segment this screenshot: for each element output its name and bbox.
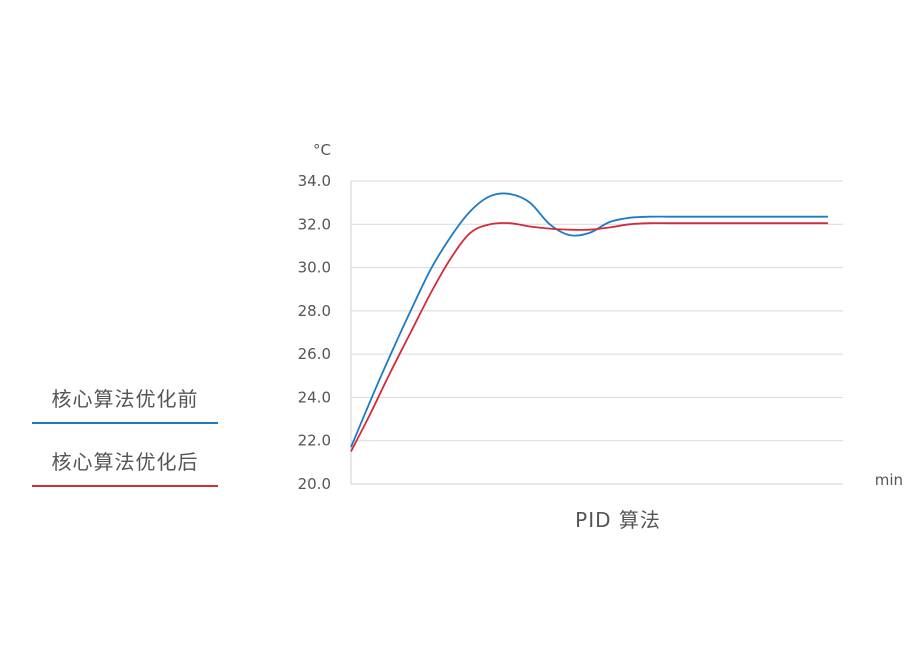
legend-item-after: 核心算法优化后 [32,446,218,487]
series-line-after [350,222,828,452]
series-line-before [350,192,828,448]
y-tick-label: 28.0 [298,302,331,320]
legend-item-before: 核心算法优化前 [32,383,218,424]
y-tick-label: 20.0 [298,475,331,493]
y-tick-label: 30.0 [298,259,331,277]
y-unit-label: °C [313,141,331,159]
legend-swatch-after [32,485,218,487]
y-tick-label: 24.0 [298,388,331,406]
legend-label-after: 核心算法优化后 [51,450,199,474]
legend-swatch-before [32,422,218,424]
y-tick-labels: 20.0 22.0 24.0 26.0 28.0 30.0 32.0 34.0 [298,172,331,493]
series-lines [350,192,828,452]
y-tick-label: 26.0 [298,345,331,363]
x-unit-label: min [875,471,903,489]
x-axis-title: PID 算法 [575,508,661,532]
grid [350,180,843,485]
y-tick-label: 34.0 [298,172,331,190]
y-tick-label: 32.0 [298,215,331,233]
legend-label-before: 核心算法优化前 [51,387,199,411]
y-tick-label: 22.0 [298,432,331,450]
